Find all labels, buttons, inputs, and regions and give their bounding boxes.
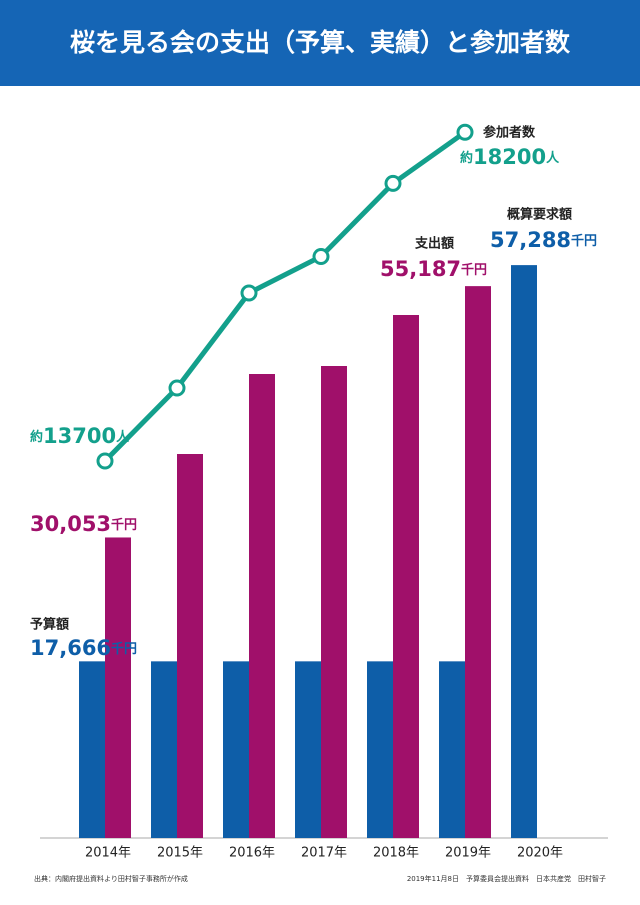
prefix: 約 <box>30 429 43 445</box>
value-label: 30,053千円 <box>30 512 137 536</box>
bar <box>321 366 347 838</box>
value-text: 57,288 <box>490 228 571 252</box>
source: 出典：内閣府提出資料より田村智子事務所が作成 <box>34 874 188 883</box>
x-tick-label: 2017年 <box>301 846 347 861</box>
bar <box>249 374 275 838</box>
chart-title: 桜を見る会の支出（予算、実績）と参加者数 <box>70 28 571 57</box>
unit: 人 <box>116 429 130 445</box>
series-label: 支出額 <box>414 236 454 252</box>
footnote: 2019年11月8日 予算委員会提出資料 日本共産党 田村智子 <box>407 874 606 883</box>
point <box>456 123 474 141</box>
unit: 千円 <box>111 641 137 657</box>
value-text: 30,053 <box>30 512 111 536</box>
unit: 千円 <box>461 262 487 278</box>
unit: 千円 <box>571 233 597 249</box>
x-tick-label: 2018年 <box>373 846 419 861</box>
x-tick-label: 2015年 <box>157 846 203 861</box>
bar <box>105 537 131 838</box>
value-label: 55,187千円 <box>380 257 487 281</box>
bar <box>511 265 537 838</box>
point <box>312 247 330 265</box>
bar <box>295 661 321 838</box>
bar <box>223 661 249 838</box>
x-tick-label: 2019年 <box>445 846 491 861</box>
x-tick-label: 2014年 <box>85 846 131 861</box>
value-text: 18200 <box>473 145 546 169</box>
point <box>96 452 114 470</box>
x-tick-label: 2020年 <box>517 846 563 861</box>
value-text: 55,187 <box>380 257 461 281</box>
point <box>168 379 186 397</box>
value-text: 17,666 <box>30 636 111 660</box>
unit: 千円 <box>111 517 137 533</box>
bar <box>177 454 203 838</box>
bar <box>367 661 393 838</box>
bar <box>79 661 105 838</box>
value-label: 約13700人 <box>30 424 130 448</box>
title-bar <box>0 0 640 86</box>
series-label: 予算額 <box>30 617 69 633</box>
line <box>103 130 467 463</box>
value-label: 約18200人 <box>460 145 560 169</box>
unit: 人 <box>546 150 560 166</box>
value-label: 57,288千円 <box>490 228 597 252</box>
annotation: 概算要求額 <box>507 207 572 223</box>
point <box>384 174 402 192</box>
series-label: 参加者数 <box>483 125 536 141</box>
x-tick-label: 2016年 <box>229 846 275 861</box>
value-label: 17,666千円 <box>30 636 137 660</box>
value-text: 13700 <box>43 424 116 448</box>
bar <box>151 661 177 838</box>
bar <box>393 315 419 838</box>
prefix: 約 <box>460 150 473 166</box>
point <box>240 284 258 302</box>
bar <box>439 661 465 838</box>
bar <box>465 286 491 838</box>
